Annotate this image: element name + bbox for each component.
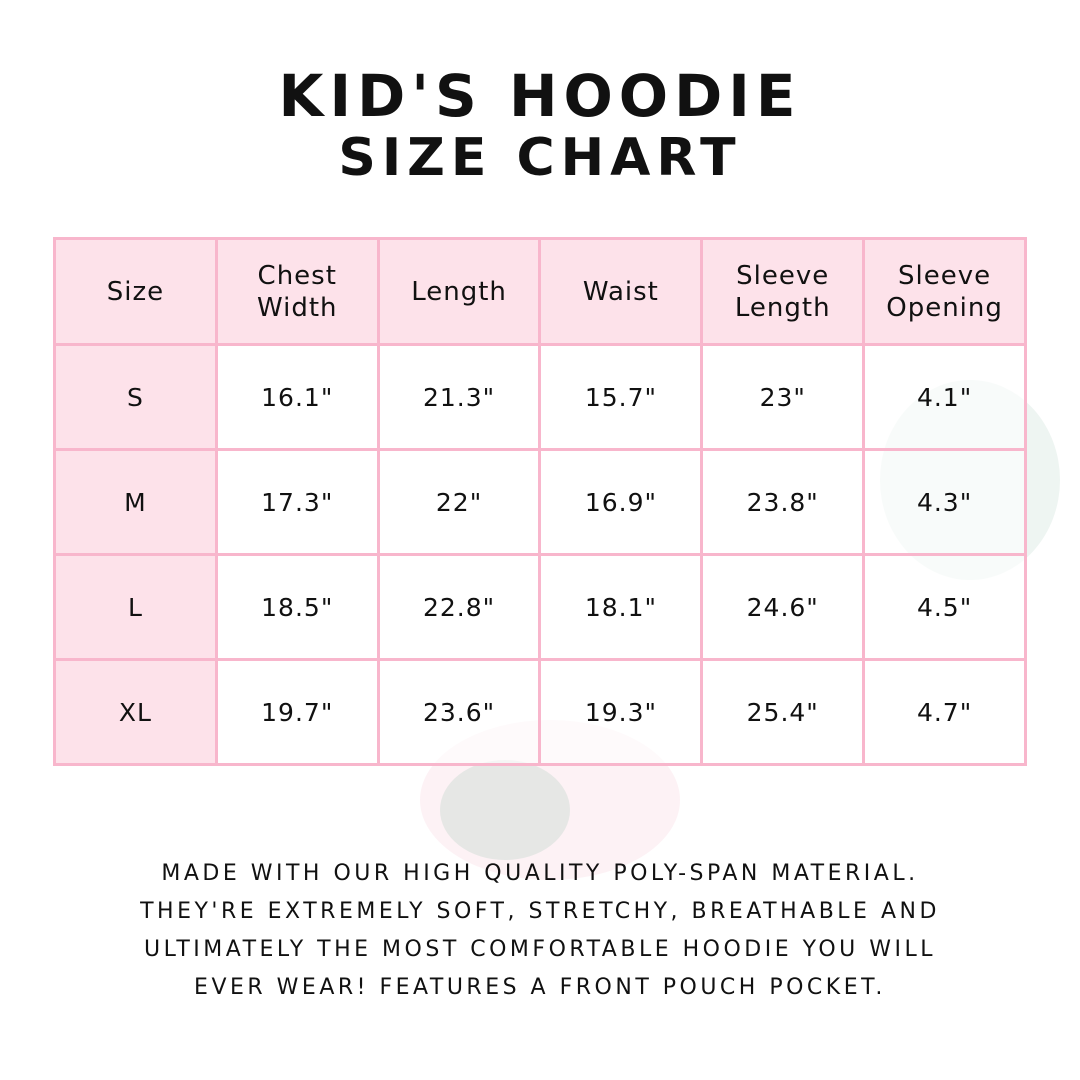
size-cell: M (53, 448, 218, 556)
size-chart-table: Size Chest Width Length Waist Sleeve Len… (53, 237, 1027, 766)
table-row: XL 19.7" 23.6" 19.3" 25.4" 4.7" (53, 658, 1027, 766)
measurement-cell: 24.6" (700, 553, 866, 661)
header-sleeve-opening: Sleeve Opening (862, 237, 1027, 346)
size-cell: XL (53, 658, 218, 766)
measurement-cell: 23.8" (700, 448, 866, 556)
table-row: M 17.3" 22" 16.9" 23.8" 4.3" (53, 448, 1027, 556)
measurement-cell: 19.7" (214, 658, 380, 766)
measurement-cell: 18.5" (214, 553, 380, 661)
page-subtitle: Size Chart (338, 128, 742, 188)
header-size: Size (53, 237, 218, 346)
measurement-cell: 16.9" (538, 448, 704, 556)
table-row: L 18.5" 22.8" 18.1" 24.6" 4.5" (53, 553, 1027, 661)
measurement-cell: 4.5" (862, 553, 1027, 661)
measurement-cell: 22" (376, 448, 542, 556)
measurement-cell: 23" (700, 343, 866, 451)
table-header-row: Size Chest Width Length Waist Sleeve Len… (53, 237, 1027, 346)
measurement-cell: 4.1" (862, 343, 1027, 451)
measurement-cell: 18.1" (538, 553, 704, 661)
watermark-blob (440, 760, 570, 860)
header-sleeve-length: Sleeve Length (700, 237, 866, 346)
description-line: ever wear! Features a front pouch pocket… (194, 975, 886, 1000)
product-description: Made with our high quality poly-span mat… (0, 855, 1080, 1007)
measurement-cell: 17.3" (214, 448, 380, 556)
measurement-cell: 25.4" (700, 658, 866, 766)
page-title: Kid's Hoodie (278, 62, 802, 130)
measurement-cell: 16.1" (214, 343, 380, 451)
measurement-cell: 19.3" (538, 658, 704, 766)
measurement-cell: 23.6" (376, 658, 542, 766)
header-waist: Waist (538, 237, 704, 346)
table-row: S 16.1" 21.3" 15.7" 23" 4.1" (53, 343, 1027, 451)
measurement-cell: 4.7" (862, 658, 1027, 766)
header-chest-width: Chest Width (214, 237, 380, 346)
size-cell: L (53, 553, 218, 661)
description-line: ultimately the most comfortable hoodie y… (144, 937, 936, 962)
measurement-cell: 21.3" (376, 343, 542, 451)
measurement-cell: 22.8" (376, 553, 542, 661)
description-line: They're extremely soft, stretchy, breath… (140, 899, 940, 924)
measurement-cell: 15.7" (538, 343, 704, 451)
header-length: Length (376, 237, 542, 346)
description-line: Made with our high quality poly-span mat… (161, 861, 919, 886)
measurement-cell: 4.3" (862, 448, 1027, 556)
size-cell: S (53, 343, 218, 451)
